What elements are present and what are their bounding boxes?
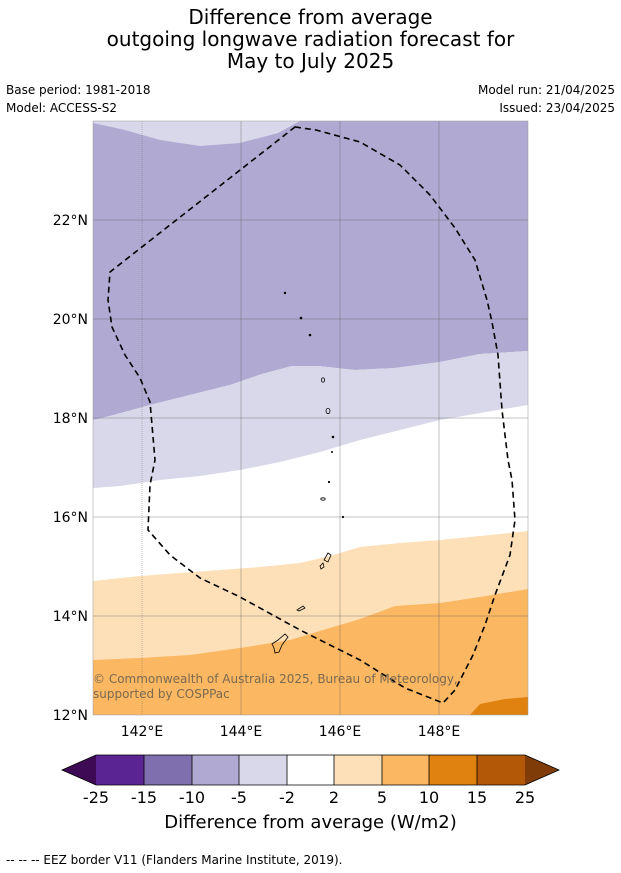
colorbar-swatch [429, 755, 477, 785]
colorbar-outline [61, 754, 560, 786]
issued-date: Issued: 23/04/2025 [499, 101, 615, 115]
colorbar-tick: 25 [515, 788, 535, 807]
meta-left: Base period: 1981-2018 Model: ACCESS-S2 [6, 81, 151, 117]
map-frame [92, 120, 529, 716]
lon-label: 146°E [319, 724, 362, 740]
model-name: Model: ACCESS-S2 [6, 101, 118, 115]
island-anatahan [320, 497, 326, 501]
zone-10-15 [470, 697, 528, 715]
colorbar-swatch [382, 755, 429, 785]
colorbar-swatch-low-extend [62, 755, 96, 785]
colorbar-swatch-high-extend [525, 755, 559, 785]
lon-labels: 142°E 144°E 146°E 148°E [121, 724, 461, 740]
lat-labels: 22°N 20°N 18°N 16°N 14°N 12°N [53, 213, 88, 724]
eez-footnote: -- -- -- EEZ border V11 (Flanders Marine… [6, 853, 343, 867]
island-agrihan [320, 377, 325, 383]
colorbar-swatch [96, 755, 144, 785]
colorbar-tick: -5 [231, 788, 247, 807]
colorbar-swatch [334, 755, 382, 785]
colorbar-tick: 15 [467, 788, 487, 807]
island-maug [299, 316, 303, 320]
island-rota [296, 605, 306, 612]
colorbar-tick: 5 [377, 788, 387, 807]
map-panel [93, 121, 528, 715]
copyright-notice: © Commonwealth of Australia 2025, Bureau… [93, 672, 458, 701]
zone-minus5-minus2 [93, 351, 528, 488]
island-alamagan [331, 435, 335, 439]
island-pagan [325, 407, 331, 414]
colorbar: -25 -15 -10 -5 -2 2 5 10 15 25 [61, 754, 560, 807]
lat-label: 20°N [53, 312, 88, 328]
colorbar-tick: -2 [279, 788, 295, 807]
island-guam [271, 633, 289, 654]
island-farallon-de-medinilla [341, 515, 345, 519]
lat-label: 22°N [53, 213, 88, 229]
lon-label: 142°E [121, 724, 164, 740]
colorbar-ticks: -25 -15 -10 -5 -2 2 5 10 15 25 [83, 788, 535, 807]
chart-title: Difference from average outgoing longwav… [0, 6, 621, 72]
colorbar-tick: -15 [131, 788, 157, 807]
lon-label: 148°E [418, 724, 461, 740]
lat-label: 14°N [53, 609, 88, 625]
title-line-2: outgoing longwave radiation forecast for [106, 27, 515, 51]
lon-label: 144°E [220, 724, 263, 740]
zone-5-10 [93, 589, 528, 715]
lat-label: 16°N [53, 510, 88, 526]
colorbar-tick: 10 [419, 788, 439, 807]
island-saipan [323, 552, 332, 563]
lat-label: 12°N [53, 708, 88, 724]
island-asuncion [308, 333, 312, 337]
colorbar-dividers [143, 755, 478, 785]
zone-minus5-minus2-north [93, 121, 300, 146]
colorbar-swatch [477, 755, 525, 785]
colorbar-swatch [287, 755, 334, 785]
meta-right: Model run: 21/04/2025 Issued: 23/04/2025 [478, 81, 615, 117]
colorbar-label: Difference from average (W/m2) [164, 812, 457, 833]
title-line-3: May to July 2025 [226, 49, 395, 73]
model-run: Model run: 21/04/2025 [477, 83, 615, 97]
island-sarigan [327, 480, 331, 484]
lat-label: 18°N [53, 411, 88, 427]
island-tinian [319, 562, 325, 570]
colorbar-tick: 2 [329, 788, 339, 807]
base-period: Base period: 1981-2018 [6, 83, 151, 97]
colorbar-tick: -25 [83, 788, 109, 807]
eez-border [107, 126, 516, 704]
colorbar-swatch [192, 755, 239, 785]
island-guguan [330, 450, 333, 453]
colorbar-swatch [144, 755, 192, 785]
gridlines [93, 121, 528, 715]
zone-minus10-minus5 [93, 121, 528, 420]
colorbar-swatch [239, 755, 287, 785]
title-line-1: Difference from average [188, 5, 433, 29]
islands [271, 291, 345, 654]
island-farallon-de-pajaros [283, 291, 287, 295]
colorbar-tick: -10 [179, 788, 205, 807]
